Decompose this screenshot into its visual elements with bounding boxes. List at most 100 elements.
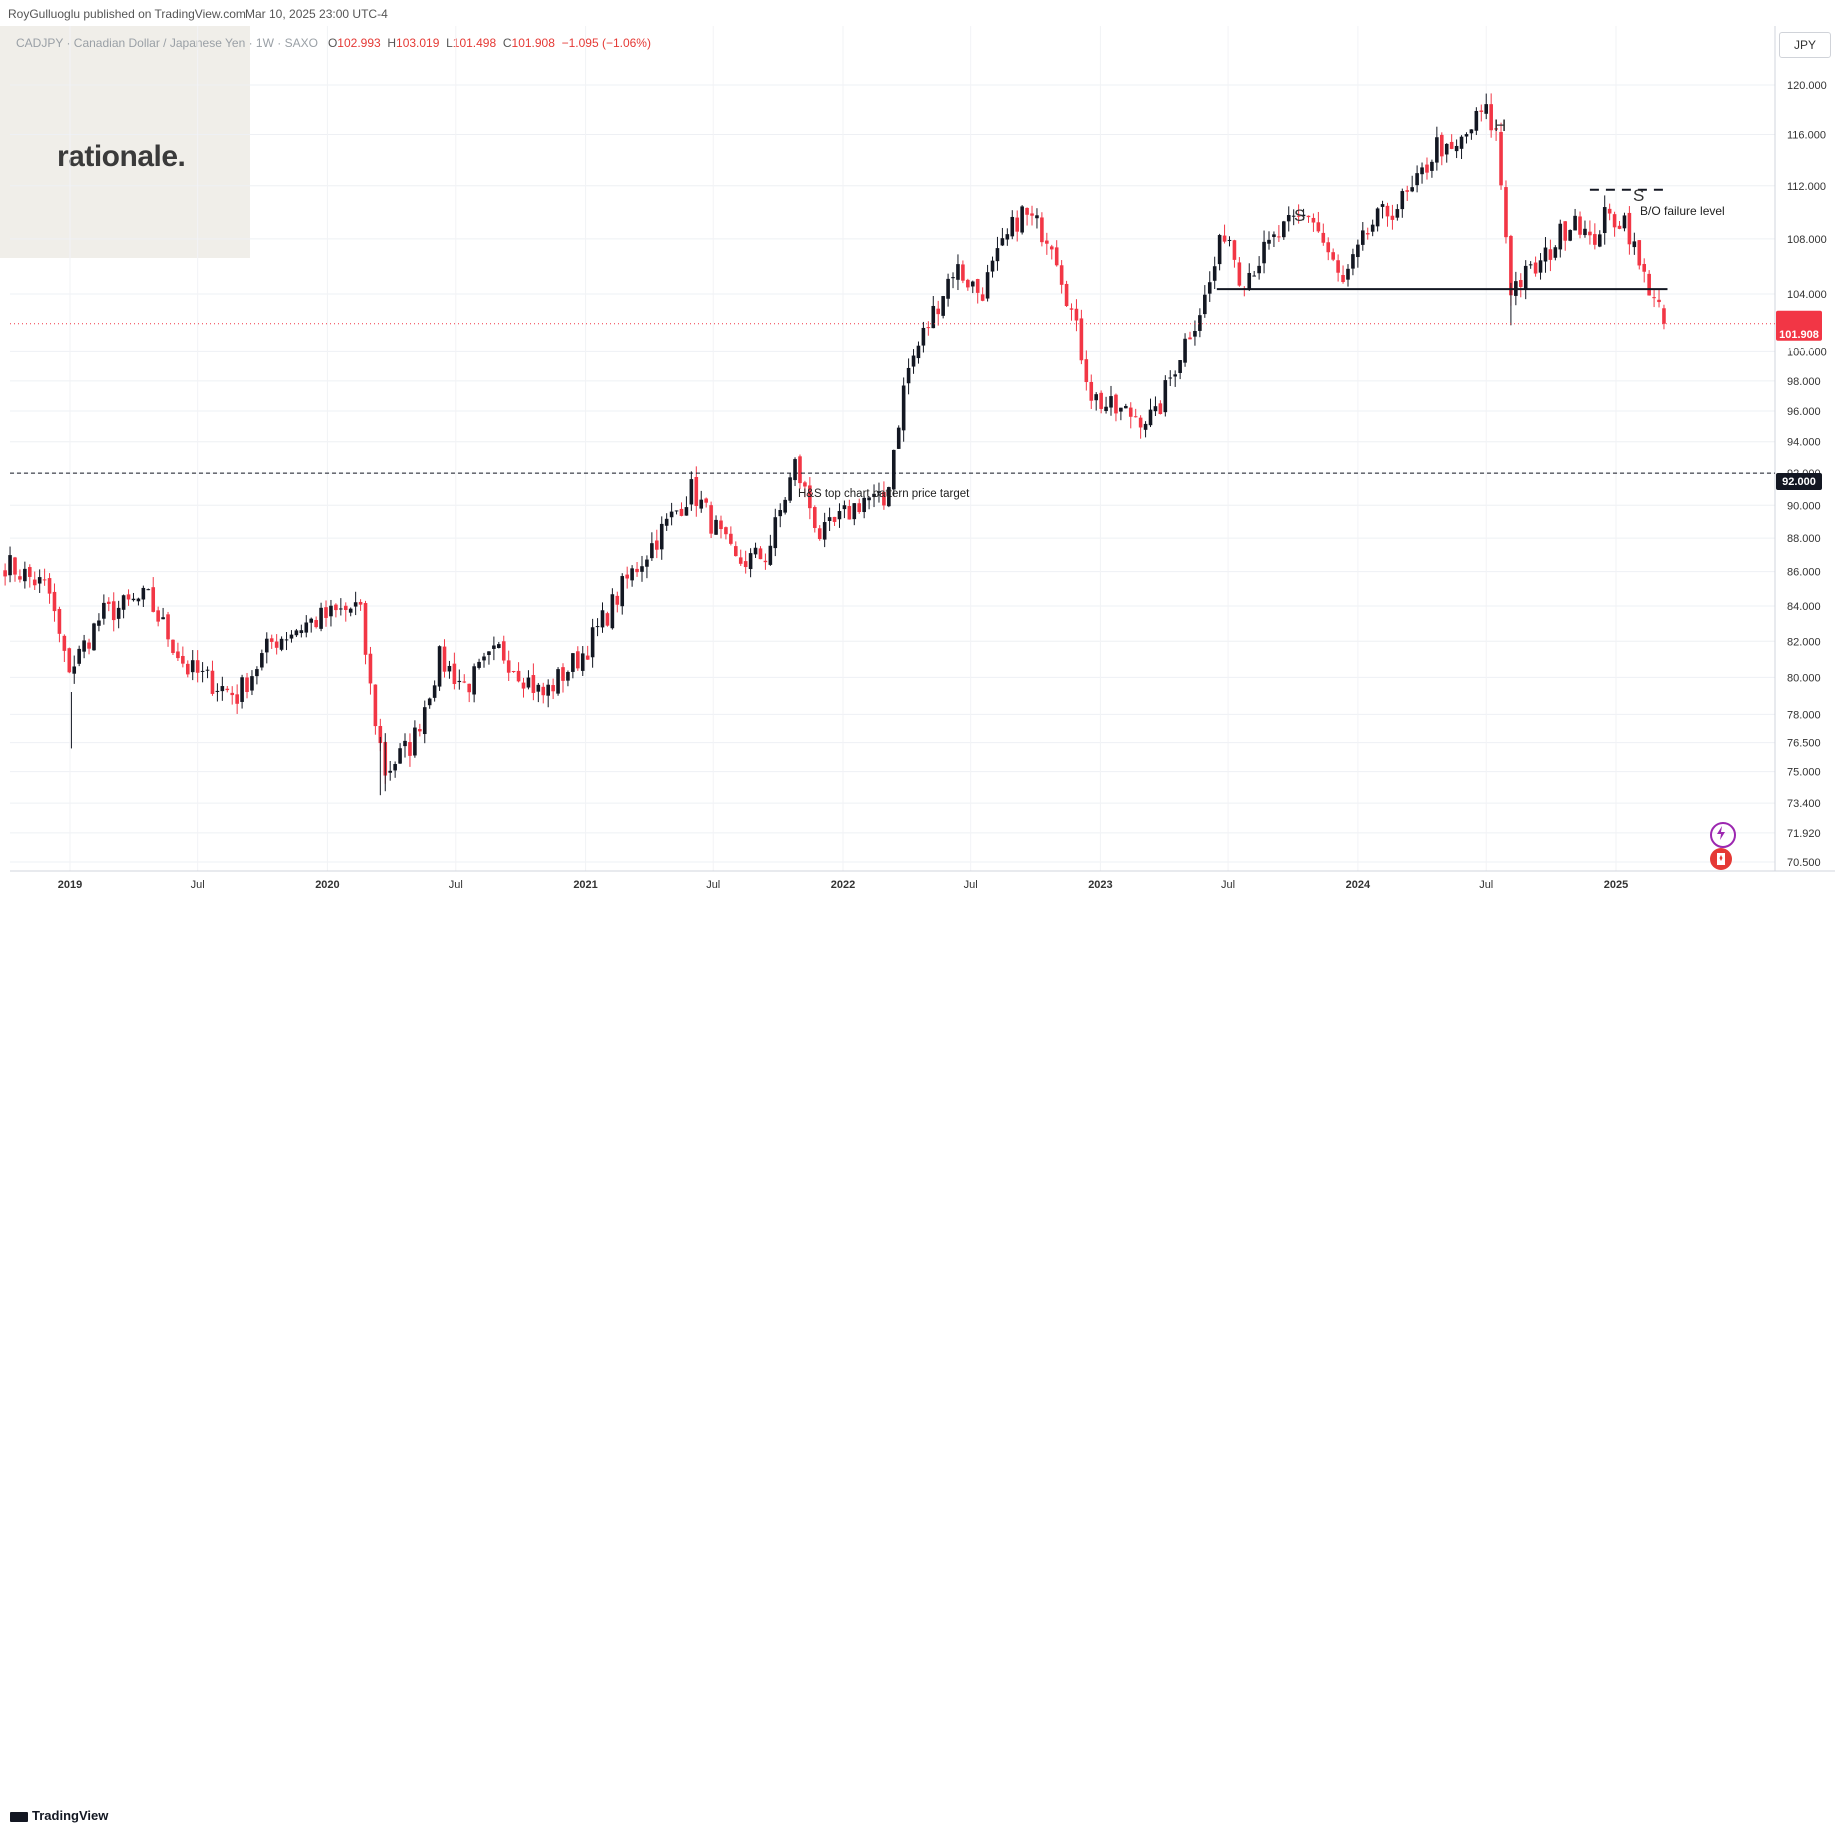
candle bbox=[966, 278, 970, 291]
candle bbox=[733, 541, 738, 557]
candle bbox=[452, 652, 457, 690]
price-tick: 75.000 bbox=[1787, 767, 1821, 779]
candle bbox=[1652, 289, 1656, 308]
candle bbox=[467, 683, 471, 703]
candle bbox=[995, 236, 1000, 271]
symbol-info: CADJPY · Canadian Dollar / Japanese Yen … bbox=[16, 36, 651, 50]
candle bbox=[368, 646, 373, 695]
candle bbox=[1035, 208, 1039, 229]
candle bbox=[526, 670, 531, 690]
candle bbox=[852, 503, 857, 526]
candle bbox=[477, 658, 481, 670]
price-tick: 71.920 bbox=[1787, 828, 1821, 840]
candle bbox=[1533, 256, 1538, 277]
candle bbox=[1479, 104, 1484, 122]
candle bbox=[1148, 398, 1153, 428]
candle bbox=[1227, 236, 1232, 247]
candle bbox=[1237, 257, 1242, 287]
candle bbox=[1400, 188, 1405, 218]
left-shoulder-label: S bbox=[1294, 206, 1305, 225]
candle bbox=[768, 534, 773, 566]
candle bbox=[506, 650, 511, 681]
tradingview-brand[interactable]: TradingView bbox=[10, 1808, 108, 1823]
candle bbox=[1523, 260, 1528, 300]
candle bbox=[260, 649, 264, 671]
candle bbox=[393, 761, 397, 778]
levels-group bbox=[10, 188, 1775, 474]
candle bbox=[1277, 225, 1281, 242]
candle bbox=[398, 743, 402, 764]
candle bbox=[980, 287, 985, 302]
candle bbox=[62, 634, 67, 663]
price-tick: 100.000 bbox=[1787, 346, 1827, 358]
candle bbox=[689, 471, 694, 511]
candle bbox=[595, 618, 600, 637]
candle bbox=[210, 660, 215, 696]
candle bbox=[1518, 273, 1523, 298]
candle bbox=[195, 650, 200, 683]
candle bbox=[1306, 215, 1311, 223]
candle bbox=[812, 505, 817, 533]
candle bbox=[822, 512, 827, 548]
candle bbox=[1124, 403, 1128, 409]
candle bbox=[67, 647, 72, 674]
candle bbox=[141, 585, 146, 607]
footer: TradingView bbox=[0, 901, 1835, 1823]
candle bbox=[719, 515, 723, 539]
candle bbox=[37, 569, 42, 593]
candle bbox=[1578, 211, 1582, 239]
candle bbox=[121, 594, 126, 619]
candle bbox=[1015, 210, 1020, 242]
candle bbox=[1425, 157, 1429, 180]
price-tick: 116.000 bbox=[1787, 130, 1826, 142]
logo-panel: rationale. bbox=[0, 26, 250, 258]
candle bbox=[77, 645, 81, 667]
candle bbox=[941, 295, 945, 319]
price-tick: 84.000 bbox=[1787, 601, 1821, 613]
candle bbox=[146, 588, 151, 591]
last-price-value: 101.908 bbox=[1779, 329, 1819, 341]
candle bbox=[758, 546, 763, 560]
candle bbox=[269, 634, 274, 649]
candle bbox=[1494, 126, 1498, 141]
candle bbox=[516, 662, 521, 683]
candle bbox=[1612, 211, 1617, 237]
flag-canada-icon[interactable] bbox=[1710, 848, 1732, 870]
candle bbox=[1326, 237, 1331, 261]
lightning-icon[interactable] bbox=[1710, 822, 1736, 848]
candle bbox=[1588, 220, 1592, 245]
currency-selector[interactable]: JPY bbox=[1779, 32, 1831, 58]
candle bbox=[1030, 205, 1034, 226]
candle bbox=[151, 577, 156, 613]
annotations-group: S H S B/O failure level H&S top chart pa… bbox=[798, 116, 1725, 500]
price-chart[interactable]: 120.000 116.000 112.000 108.000 104.000 100.0… bbox=[0, 0, 1835, 901]
candle bbox=[704, 497, 708, 508]
candle bbox=[72, 655, 77, 684]
candle bbox=[181, 646, 185, 668]
price-target-label: H&S top chart pattern price target bbox=[798, 488, 970, 500]
candle bbox=[1459, 135, 1464, 160]
candle bbox=[1257, 256, 1261, 280]
candle bbox=[161, 607, 165, 620]
candle bbox=[220, 676, 225, 701]
candle bbox=[1370, 219, 1375, 237]
price-tick: 86.000 bbox=[1787, 567, 1821, 579]
candle bbox=[793, 457, 797, 487]
price-axis-ticks: 120.000 116.000 112.000 108.000 104.000 100.0… bbox=[1787, 80, 1827, 869]
candle bbox=[585, 645, 590, 660]
candle bbox=[97, 613, 101, 632]
candle bbox=[1449, 134, 1454, 150]
chart-grid bbox=[10, 26, 1775, 871]
candle bbox=[610, 588, 615, 630]
candle bbox=[1504, 180, 1508, 244]
candle bbox=[205, 666, 210, 679]
candle bbox=[1074, 299, 1079, 332]
candle bbox=[1045, 232, 1049, 255]
candle bbox=[1390, 204, 1395, 230]
price-tick: 120.000 bbox=[1787, 80, 1827, 92]
candle bbox=[106, 597, 111, 612]
candle bbox=[1133, 408, 1138, 418]
candle bbox=[743, 550, 748, 574]
candle bbox=[1593, 223, 1597, 250]
candle bbox=[1119, 407, 1123, 421]
